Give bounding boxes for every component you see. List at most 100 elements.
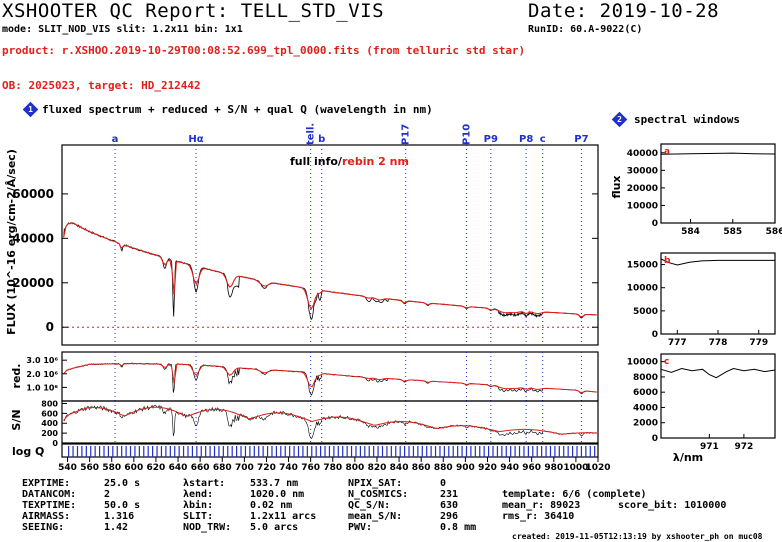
line-marker-label: P9 <box>484 134 498 145</box>
footer-value: 1.42 <box>104 522 129 533</box>
flux-ytick-label: 60000 <box>12 187 54 201</box>
sn-ytick-label: 600 <box>41 409 58 418</box>
xtick-label: 700 <box>235 463 254 473</box>
reduced-full <box>63 362 597 396</box>
footer-label: SEEING: <box>22 522 65 533</box>
footer-value: 1020.0 nm <box>250 489 305 500</box>
score-bit: score_bit: 1010000 <box>618 500 727 511</box>
footer-col2-labels: λstart: λend: λbin: SLIT: NOD_TRW: <box>183 478 231 533</box>
window-ytick-label: 15000 <box>627 261 658 271</box>
window-xtick-label: 778 <box>709 338 728 348</box>
xtick-label: 920 <box>478 463 497 473</box>
footer-qc-table: EXPTIME: DATANCOM: TEXPTIME: AIRMASS: SE… <box>0 474 782 542</box>
window-flux-label: flux <box>610 175 623 198</box>
footer-col1-values: 25.0 s 2 50.0 s 1.316 1.42 <box>104 478 140 533</box>
window-ytick-label: 40000 <box>627 149 658 159</box>
footer-value: 50.0 s <box>104 500 141 511</box>
run-id: RunID: 60.A-9022(C) <box>528 24 643 35</box>
window-frame <box>660 143 776 224</box>
window-xtick-label: 971 <box>700 442 719 452</box>
report-date: Date: 2019-10-28 <box>528 0 720 22</box>
flux-frame <box>61 144 599 346</box>
footer-col1-labels: EXPTIME: DATANCOM: TEXPTIME: AIRMASS: SE… <box>22 478 76 533</box>
footer-template: template: 6/6 (complete) mean_r: 89023 r… <box>502 489 647 522</box>
window-label: c <box>664 357 669 367</box>
footer-label: QC_S/N: <box>348 500 391 511</box>
xtick-label: 900 <box>456 463 475 473</box>
xtick-label: 820 <box>368 463 387 473</box>
window-xtick-label: 972 <box>735 442 754 452</box>
fluxed-spectrum-panel: 0 20000 40000 60000 a Hα tell. b P17 P10 P9 P8 c P7 <box>12 123 599 346</box>
xtick-label: 620 <box>147 463 166 473</box>
flux-ytick-label: 0 <box>46 320 54 334</box>
footer-value: 630 <box>440 500 459 511</box>
xtick-label: 600 <box>124 463 143 473</box>
flux-axis-label: FLUX (10^-16 erg/cm-2/Å/sec) <box>5 149 18 335</box>
q-axis-label: log Q <box>12 445 44 458</box>
line-marker-label: P10 <box>461 124 472 145</box>
footer-label: AIRMASS: <box>22 511 71 522</box>
wavelength-axis: 540 560 580 600 620 640 660 680 700 720 740 760 780 8… <box>58 457 611 473</box>
window-xtick-label: 585 <box>723 227 742 237</box>
flux-ytick-label: 40000 <box>12 231 54 245</box>
xtick-label: 1020 <box>585 463 610 473</box>
window-spectrum <box>660 367 776 379</box>
footer-value: 0.8 mm <box>440 522 477 533</box>
xtick-label: 840 <box>390 463 409 473</box>
xtick-label: 660 <box>191 463 210 473</box>
window-ytick-label: 10000 <box>627 201 658 211</box>
window-c-panel: 0 2000 4000 6000 8000 10000 971 972 c <box>627 353 776 452</box>
quality-panel <box>61 443 599 458</box>
xtick-label: 800 <box>345 463 364 473</box>
window-b-panel: 0 5000 10000 15000 777 778 779 b <box>627 252 776 348</box>
sn-ytick-label: 200 <box>41 429 58 438</box>
window-label: b <box>664 256 671 266</box>
created-stamp: created: 2019-11-05T12:13:19 by xshooter… <box>512 532 763 541</box>
red-frame <box>61 351 599 402</box>
window-frame <box>660 353 776 439</box>
footer-label: λstart: <box>183 478 226 489</box>
footer-value: 0.02 nm <box>250 500 293 511</box>
sn-ytick-label: 400 <box>41 419 58 428</box>
window-label: a <box>664 147 670 157</box>
xtick-label: 640 <box>169 463 188 473</box>
rms-r: rms_r: 36410 <box>502 511 575 522</box>
footer-value: 533.7 nm <box>250 478 299 489</box>
footer-col3-values: 0 231 630 296 0.8 mm <box>440 478 476 533</box>
legend: full info/rebin 2 nm <box>290 155 409 168</box>
window-ytick-label: 0 <box>652 330 658 340</box>
footer-value: 0 <box>440 478 447 489</box>
window-ytick-label: 10000 <box>627 284 658 294</box>
line-marker-label: c <box>540 134 546 145</box>
footer-value: 5.0 arcs <box>250 522 299 533</box>
legend-full-info: full info/ <box>290 155 343 168</box>
window-ytick-label: 5000 <box>633 307 658 317</box>
window-ytick-label: 20000 <box>627 184 658 194</box>
line-marker-label: tell. <box>306 123 317 145</box>
window-lambda-label: λ/nm <box>673 451 703 464</box>
footer-label: PWV: <box>348 522 373 533</box>
line-marker-label: P17 <box>401 124 412 145</box>
template-status: template: 6/6 (complete) <box>502 489 647 500</box>
footer-value: 1.2x11 arcs <box>250 511 317 522</box>
red-axis-label: red. <box>10 364 23 389</box>
xtick-label: 740 <box>279 463 298 473</box>
reduced-spectrum-panel: 3.0 10⁶ 2.0 10⁶ 1.0 10⁶ <box>26 351 599 402</box>
window-xtick-label: 779 <box>749 338 768 348</box>
footer-value: 2 <box>104 489 111 500</box>
legend-rebin: rebin 2 nm <box>342 155 409 168</box>
spectrum-rebin <box>63 222 597 318</box>
sn-ytick-label: 800 <box>41 399 58 408</box>
sn-full <box>63 404 597 439</box>
mode-line: mode: SLIT_NOD_VIS slit: 1.2x11 bin: 1x1 <box>2 24 243 35</box>
red-ytick-label: 1.0 10⁶ <box>26 383 58 392</box>
mean-r: mean_r: 89023 <box>502 500 581 511</box>
red-ytick-label: 3.0 10⁶ <box>26 356 58 365</box>
line-marker-label: Hα <box>188 134 203 145</box>
footer-label: EXPTIME: <box>22 478 71 489</box>
window-ytick-label: 4000 <box>633 403 658 413</box>
reduced-rebin <box>63 363 597 393</box>
xtick-label: 960 <box>522 463 541 473</box>
